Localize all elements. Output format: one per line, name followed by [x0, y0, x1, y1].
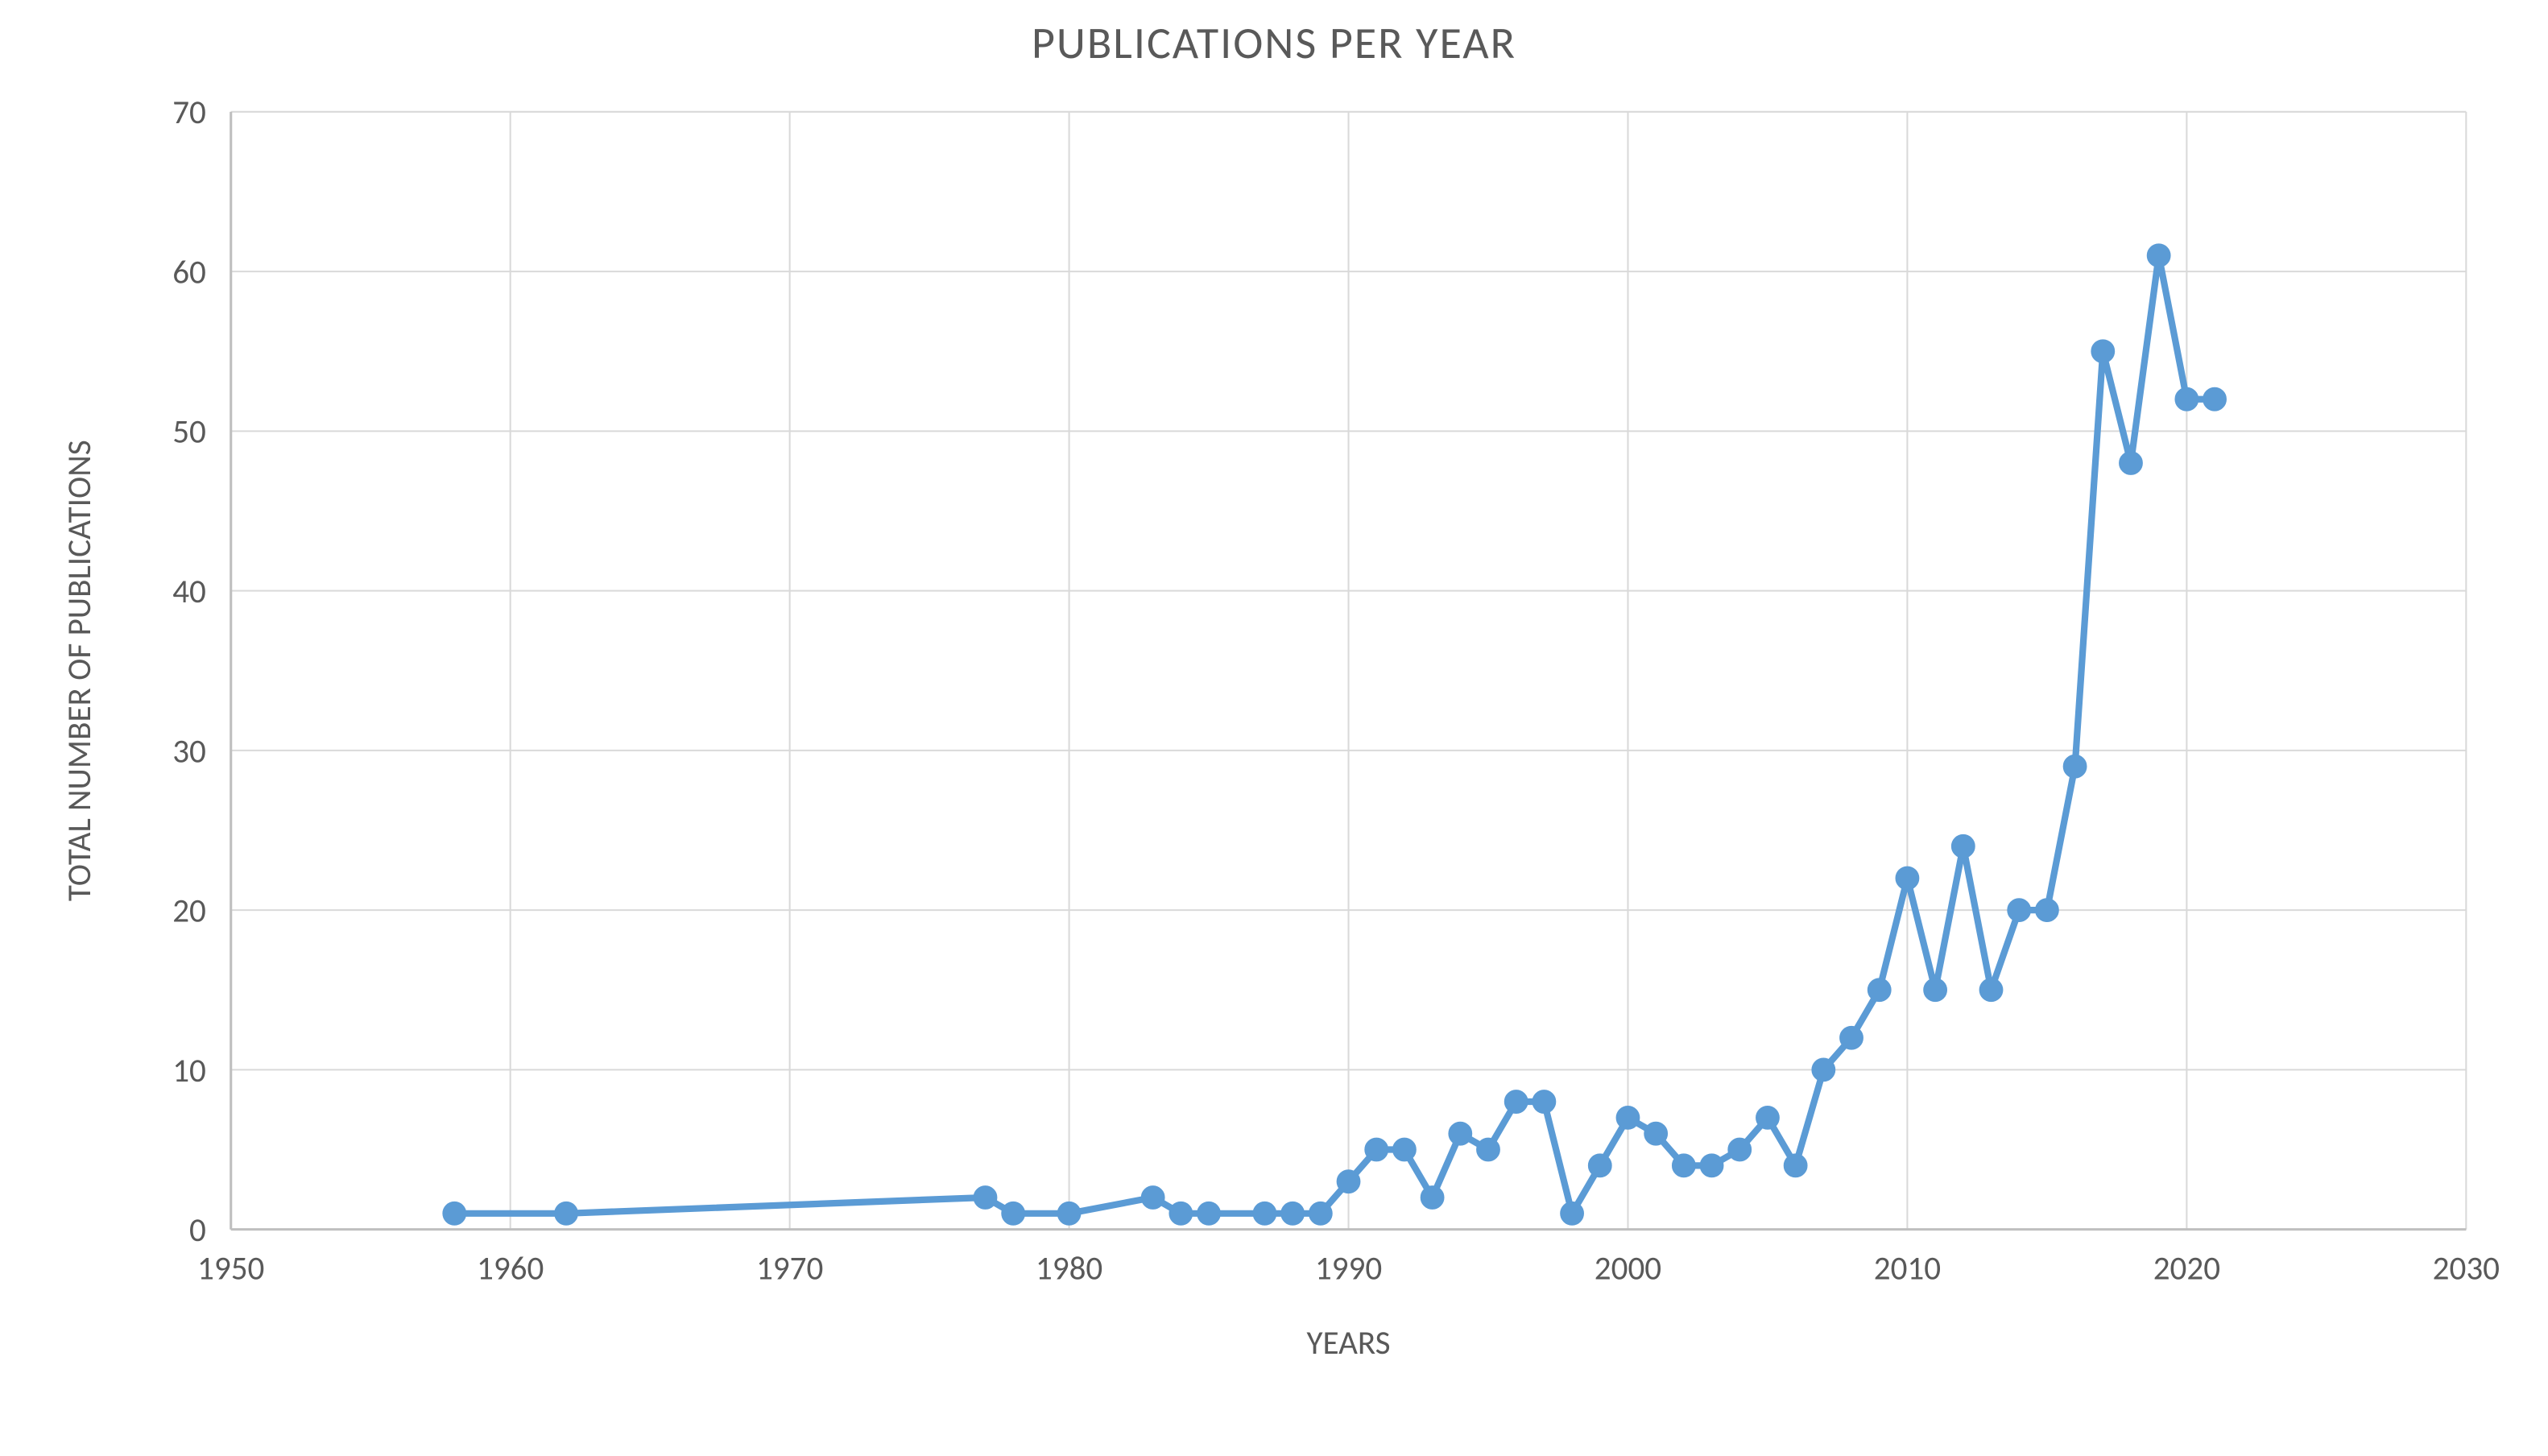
y-tick-label: 50 — [172, 412, 206, 453]
y-tick-label: 20 — [172, 891, 206, 932]
data-point — [1868, 978, 1891, 1002]
chart-container: PUBLICATIONS PER YEAR 1950 1960 1970 1980 19… — [0, 0, 2548, 1444]
data-point — [2063, 755, 2087, 778]
y-tick-label: 40 — [172, 572, 206, 612]
data-point — [1812, 1058, 1835, 1082]
data-point — [1365, 1138, 1388, 1161]
data-point — [1728, 1138, 1752, 1161]
y-tick-label: 10 — [172, 1051, 206, 1091]
x-tick-label: 1960 — [477, 1248, 544, 1288]
data-point — [1533, 1090, 1556, 1114]
publications-line-chart: 1950196019701980199020002010202020300102… — [32, 87, 2516, 1412]
x-axis-title: YEARS — [1306, 1323, 1390, 1363]
data-point — [2120, 452, 2143, 475]
data-point — [1784, 1154, 1807, 1177]
data-point — [443, 1202, 466, 1225]
y-tick-label: 0 — [189, 1210, 206, 1251]
y-tick-label: 60 — [172, 252, 206, 292]
x-tick-label: 2000 — [1595, 1248, 1661, 1288]
x-tick-label: 1990 — [1315, 1248, 1382, 1288]
data-point — [1616, 1106, 1640, 1129]
data-point — [2147, 244, 2170, 267]
data-point — [1477, 1138, 1500, 1161]
data-point — [2008, 899, 2031, 922]
data-point — [2175, 387, 2198, 411]
data-point — [1169, 1202, 1193, 1225]
x-tick-label: 1950 — [197, 1248, 264, 1288]
data-point — [1281, 1202, 1305, 1225]
data-point — [1840, 1026, 1863, 1049]
data-point — [974, 1186, 997, 1210]
data-point — [1421, 1186, 1444, 1210]
y-tick-label: 70 — [172, 93, 206, 133]
y-tick-label: 30 — [172, 731, 206, 771]
y-axis-title: TOTAL NUMBER OF PUBLICATIONS — [60, 440, 100, 901]
data-point — [1393, 1138, 1417, 1161]
data-point — [1979, 978, 2003, 1002]
data-point — [1253, 1202, 1276, 1225]
data-point — [2203, 387, 2227, 411]
data-point — [1561, 1202, 1584, 1225]
data-point — [2036, 899, 2059, 922]
data-point — [1588, 1154, 1611, 1177]
x-tick-label: 1970 — [756, 1248, 823, 1288]
data-point — [1896, 867, 1919, 890]
data-point — [1141, 1186, 1164, 1210]
data-point — [555, 1202, 578, 1225]
data-point — [1337, 1170, 1360, 1193]
chart-title: PUBLICATIONS PER YEAR — [32, 16, 2516, 71]
x-tick-label: 2030 — [2433, 1248, 2500, 1288]
data-point — [1197, 1202, 1221, 1225]
data-point — [1504, 1090, 1528, 1114]
x-tick-label: 2020 — [2153, 1248, 2220, 1288]
data-point — [1756, 1106, 1780, 1129]
data-point — [1924, 978, 1947, 1002]
x-tick-label: 1980 — [1036, 1248, 1102, 1288]
data-point — [1057, 1202, 1081, 1225]
data-point — [1951, 834, 1975, 858]
data-point — [1644, 1122, 1668, 1145]
data-point — [1672, 1154, 1695, 1177]
data-point — [1309, 1202, 1332, 1225]
x-tick-label: 2010 — [1874, 1248, 1941, 1288]
data-point — [2091, 340, 2115, 363]
data-point — [1700, 1154, 1723, 1177]
data-point — [1449, 1122, 1472, 1145]
data-point — [1002, 1202, 1025, 1225]
